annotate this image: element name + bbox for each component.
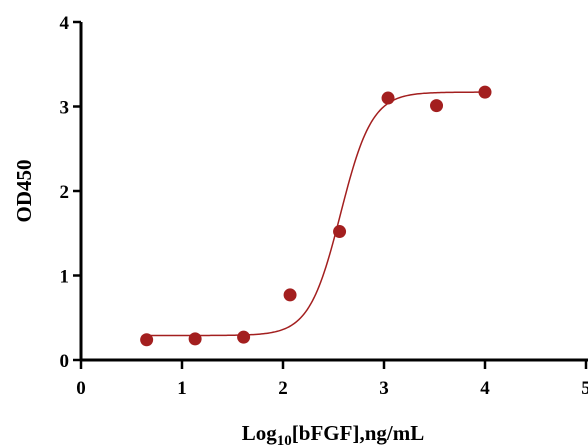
data-point	[381, 91, 395, 105]
data-point	[237, 330, 251, 344]
x-tick-label: 5	[581, 378, 588, 399]
x-ticks: 0 1 2 3 4 5	[76, 360, 588, 399]
y-tick-label: 3	[60, 98, 70, 119]
x-axis-title-main: Log	[242, 421, 278, 445]
x-axis-title-subscript: 10	[277, 433, 292, 445]
data-point	[283, 288, 297, 302]
x-tick-label: 2	[278, 378, 288, 399]
fit-curve	[146, 91, 485, 337]
x-tick-label: 0	[76, 378, 86, 399]
data-point	[430, 99, 444, 113]
x-tick-label: 3	[379, 378, 389, 399]
data-point	[333, 225, 347, 239]
x-axis-title: Log10[bFGF],ng/mL	[242, 421, 424, 445]
y-tick-label: 2	[60, 182, 70, 203]
plot-area	[140, 85, 492, 347]
x-axis-title-rest: [bFGF],ng/mL	[292, 421, 424, 445]
y-tick-label: 4	[60, 13, 70, 34]
y-tick-label: 0	[60, 351, 70, 372]
x-tick-label: 4	[480, 378, 490, 399]
data-point	[478, 85, 492, 99]
data-points	[140, 85, 492, 347]
y-axis-title: OD450	[12, 160, 36, 223]
x-tick-label: 1	[177, 378, 187, 399]
data-point	[188, 332, 202, 346]
data-point	[140, 333, 154, 347]
y-ticks: 0 1 2 3 4	[60, 13, 81, 372]
y-tick-label: 1	[60, 267, 70, 288]
